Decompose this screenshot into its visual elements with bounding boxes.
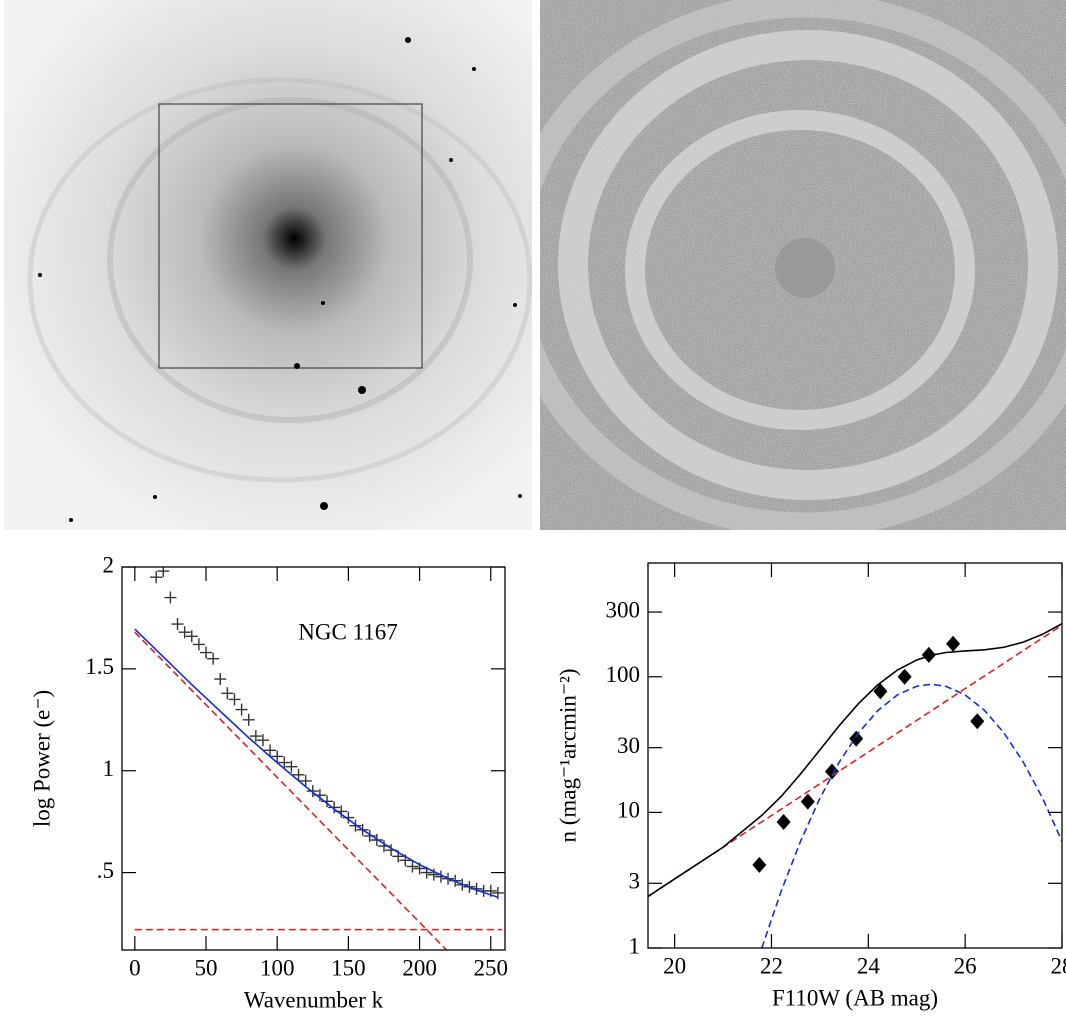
x-tick-label: 150	[331, 955, 366, 980]
x-tick-label: 24	[857, 953, 881, 978]
point	[363, 829, 376, 842]
point	[970, 713, 985, 730]
point	[164, 591, 177, 604]
point	[242, 713, 255, 726]
point	[264, 744, 277, 757]
point	[171, 618, 184, 631]
y-tick-label: 100	[606, 662, 641, 687]
point	[825, 763, 839, 780]
galaxy-image	[4, 0, 533, 530]
point	[214, 673, 227, 686]
x-tick-label: 28	[1051, 953, 1066, 978]
point	[299, 774, 312, 787]
y-tick-label: 30	[617, 733, 640, 758]
point	[321, 795, 334, 808]
y-tick-label: 1	[103, 756, 115, 781]
curve	[134, 631, 448, 950]
point	[235, 703, 248, 716]
x-tick-label: 50	[195, 955, 218, 980]
x-tick-label: 0	[129, 955, 141, 980]
point	[342, 811, 355, 824]
frame	[121, 566, 506, 951]
x-tick-label: 100	[260, 955, 295, 980]
x-axis-label: Wavenumber k	[244, 987, 384, 1012]
y-tick-label: 1.5	[85, 654, 114, 679]
y-tick-label: .5	[97, 858, 114, 883]
y-axis-label: n (mag⁻¹arcmin⁻²)	[555, 668, 580, 842]
point	[150, 571, 163, 584]
point	[800, 793, 815, 810]
point	[776, 813, 791, 830]
point	[406, 860, 419, 873]
y-tick-label: 1	[629, 933, 641, 958]
point	[427, 868, 440, 881]
y-axis-label: log Power (e⁻)	[29, 690, 54, 827]
annotation: NGC 1167	[298, 619, 397, 644]
point	[271, 750, 284, 763]
point	[946, 635, 961, 652]
point	[178, 626, 191, 639]
point	[228, 693, 241, 706]
x-tick-label: 250	[474, 955, 509, 980]
curve	[761, 683, 1062, 948]
point	[306, 785, 319, 798]
plot-area	[134, 567, 504, 950]
y-tick-label: 300	[606, 597, 641, 622]
point	[752, 856, 767, 873]
plot-area	[648, 623, 1062, 948]
y-tick-label: 3	[629, 869, 641, 894]
x-axis-label: F110W (AB mag)	[772, 985, 938, 1010]
x-tick-label: 20	[663, 953, 686, 978]
point	[897, 668, 912, 685]
y-tick-label: 10	[617, 798, 640, 823]
point	[873, 683, 888, 700]
point	[285, 760, 298, 773]
point	[328, 801, 341, 814]
frame	[647, 562, 1063, 949]
curve	[648, 623, 1062, 898]
point	[200, 646, 213, 659]
point	[185, 630, 198, 643]
point	[921, 646, 936, 663]
residual-image	[540, 0, 1066, 530]
curve	[134, 628, 499, 898]
point	[256, 734, 269, 747]
point	[221, 687, 234, 700]
x-tick-label: 22	[760, 953, 783, 978]
point	[349, 819, 362, 832]
point	[192, 638, 205, 651]
y-tick-label: 2	[103, 552, 115, 577]
point	[292, 768, 305, 781]
point	[207, 652, 220, 665]
x-tick-label: 26	[954, 953, 977, 978]
point	[278, 756, 291, 769]
x-tick-label: 200	[402, 955, 437, 980]
point	[249, 730, 262, 743]
